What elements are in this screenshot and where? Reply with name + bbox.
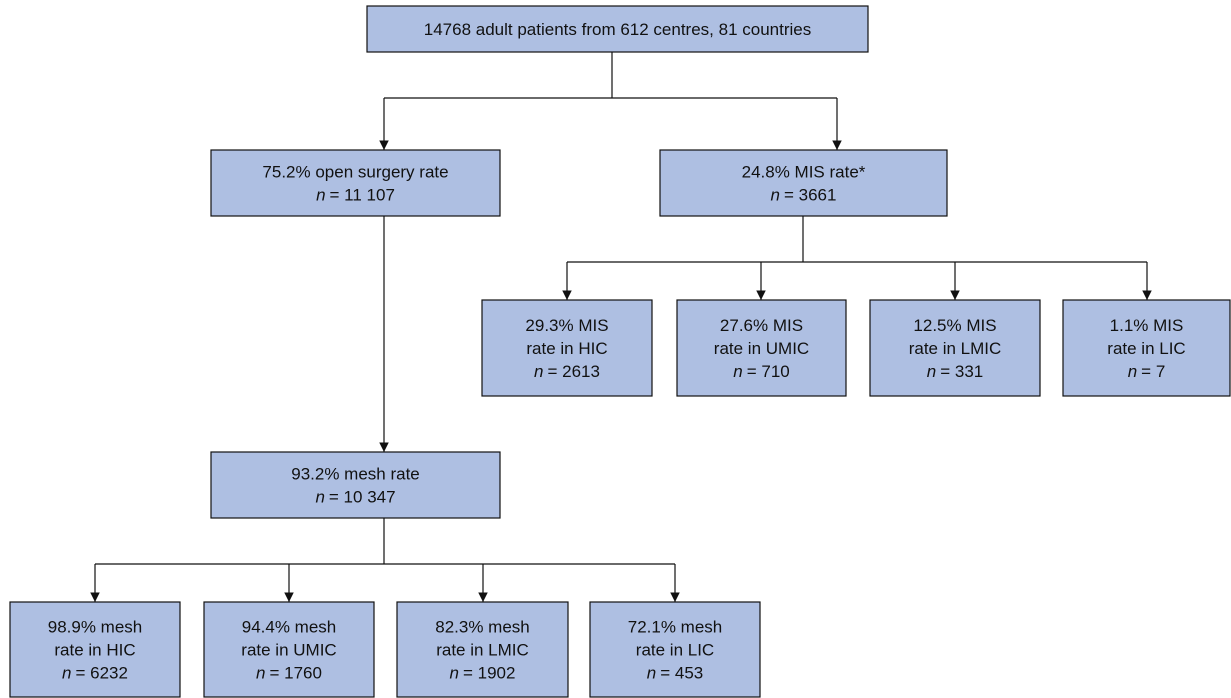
node-count: n = 10 347 xyxy=(315,488,395,507)
node-box xyxy=(659,149,948,217)
node-text: 82.3% mesh xyxy=(435,618,530,637)
node: 27.6% MIS rate in UMIC n = 710 xyxy=(676,299,847,397)
node: 82.3% mesh rate in LMIC n = 1902 xyxy=(396,601,569,698)
count-value: = 2613 xyxy=(547,362,599,381)
node-count: n = 7 xyxy=(1128,362,1166,381)
count-value: = 710 xyxy=(747,362,790,381)
connector xyxy=(567,216,1147,263)
node-box xyxy=(589,601,761,698)
node-text: 98.9% mesh xyxy=(48,618,143,637)
node-text: rate in LMIC xyxy=(909,339,1002,358)
count-value: = 331 xyxy=(940,362,983,381)
node-box xyxy=(396,601,569,698)
node-count: n = 6232 xyxy=(62,664,128,683)
node: 72.1% mesh rate in LIC n = 453 xyxy=(589,601,761,698)
node: 93.2% mesh rate n = 10 347 xyxy=(210,451,501,519)
node-text: rate in HIC xyxy=(526,339,607,358)
count-variable: n xyxy=(62,664,71,683)
node: 1.1% MIS rate in LIC n = 7 xyxy=(1062,299,1231,397)
node-text: 27.6% MIS xyxy=(720,316,803,335)
count-value: = 11 107 xyxy=(330,186,395,205)
node-text: rate in LIC xyxy=(636,641,714,660)
count-variable: n xyxy=(733,362,742,381)
node: 75.2% open surgery rate n = 11 107 xyxy=(210,149,501,217)
node-text: 24.8% MIS rate* xyxy=(742,163,866,182)
node-text: 14768 adult patients from 612 centres, 8… xyxy=(424,20,811,39)
node-box xyxy=(210,149,501,217)
node-text: 29.3% MIS xyxy=(525,316,608,335)
count-value: = 1902 xyxy=(463,664,515,683)
node-text: rate in LMIC xyxy=(436,641,529,660)
node-text: 12.5% MIS xyxy=(913,316,996,335)
node-box xyxy=(869,299,1041,397)
node-box xyxy=(203,601,375,698)
node-box xyxy=(1062,299,1231,397)
nodes: 14768 adult patients from 612 centres, 8… xyxy=(9,5,1231,698)
node-count: n = 11 107 xyxy=(316,186,395,205)
node-box xyxy=(9,601,181,698)
node-text: rate in UMIC xyxy=(241,641,336,660)
count-variable: n xyxy=(315,488,324,507)
node-box xyxy=(210,451,501,519)
node-text: rate in LIC xyxy=(1107,339,1185,358)
node-text: rate in UMIC xyxy=(714,339,809,358)
node-text: 75.2% open surgery rate xyxy=(262,163,448,182)
connectors xyxy=(90,52,1152,602)
connector xyxy=(384,52,837,99)
count-variable: n xyxy=(256,664,265,683)
count-variable: n xyxy=(771,186,780,205)
count-variable: n xyxy=(1128,362,1137,381)
count-variable: n xyxy=(927,362,936,381)
count-value: = 3661 xyxy=(784,186,836,205)
node: 94.4% mesh rate in UMIC n = 1760 xyxy=(203,601,375,698)
connector xyxy=(95,518,675,565)
count-variable: n xyxy=(534,362,543,381)
node: 98.9% mesh rate in HIC n = 6232 xyxy=(9,601,181,698)
count-value: = 10 347 xyxy=(329,488,396,507)
count-value: = 453 xyxy=(660,664,703,683)
count-variable: n xyxy=(647,664,656,683)
node-count: n = 1760 xyxy=(256,664,322,683)
node: 12.5% MIS rate in LMIC n = 331 xyxy=(869,299,1041,397)
node-count: n = 3661 xyxy=(771,186,837,205)
node-text: 1.1% MIS xyxy=(1110,316,1184,335)
node: 24.8% MIS rate* n = 3661 xyxy=(659,149,948,217)
node: 29.3% MIS rate in HIC n = 2613 xyxy=(481,299,653,397)
node-text: rate in HIC xyxy=(54,641,135,660)
count-value: = 7 xyxy=(1141,362,1165,381)
count-variable: n xyxy=(450,664,459,683)
node-count: n = 453 xyxy=(647,664,703,683)
node-count: n = 2613 xyxy=(534,362,600,381)
node-box xyxy=(481,299,653,397)
node-box xyxy=(366,5,869,53)
node-count: n = 1902 xyxy=(450,664,516,683)
node-count: n = 331 xyxy=(927,362,983,381)
count-value: = 6232 xyxy=(75,664,127,683)
node-text: 93.2% mesh rate xyxy=(291,465,420,484)
node: 14768 adult patients from 612 centres, 8… xyxy=(366,5,869,53)
count-variable: n xyxy=(316,186,325,205)
count-value: = 1760 xyxy=(269,664,321,683)
node-text: 94.4% mesh xyxy=(242,618,337,637)
node-text: 72.1% mesh xyxy=(628,618,723,637)
node-box xyxy=(676,299,847,397)
node-count: n = 710 xyxy=(733,362,789,381)
